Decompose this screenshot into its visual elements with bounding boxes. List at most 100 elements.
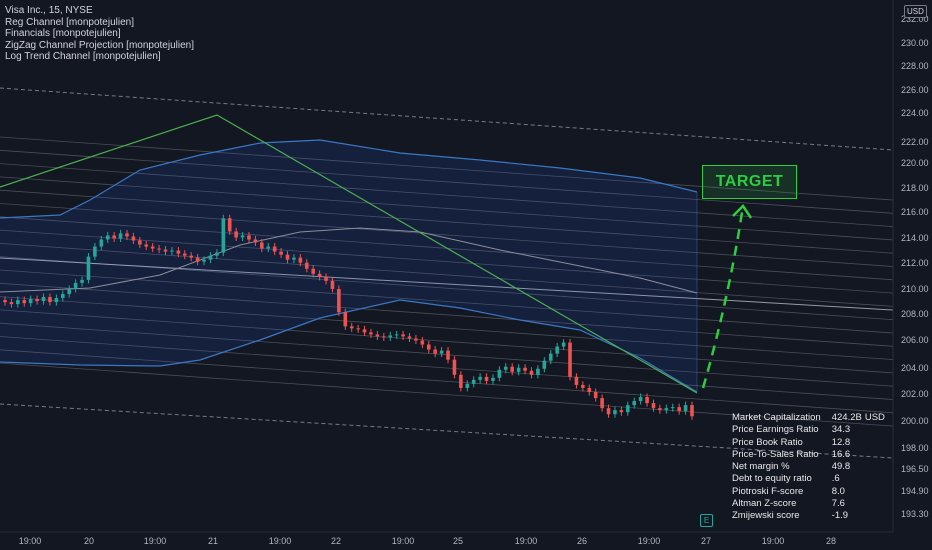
- candle: [606, 404, 611, 418]
- price-tick-label: 200.00: [901, 416, 929, 426]
- candle-body: [48, 297, 52, 303]
- channel-line: [0, 256, 894, 321]
- candle: [619, 406, 624, 416]
- indicator-log-trend[interactable]: Log Trend Channel [monpotejulien]: [5, 51, 161, 62]
- symbol-title[interactable]: Visa Inc., 15, NYSE: [5, 5, 93, 16]
- candle-body: [670, 407, 675, 409]
- candle-body: [99, 239, 104, 247]
- price-tick-label: 224.00: [901, 108, 929, 118]
- candle: [279, 248, 283, 259]
- candle: [362, 325, 367, 336]
- candle-body: [658, 408, 662, 411]
- financial-unit: [865, 473, 888, 485]
- candle-body: [182, 253, 187, 256]
- candle: [324, 273, 328, 285]
- candlesticks[interactable]: [3, 214, 694, 420]
- candle-body: [645, 397, 649, 404]
- candle-body: [202, 259, 206, 262]
- candle-body: [497, 369, 502, 378]
- candle-body: [414, 338, 418, 341]
- candle-body: [600, 398, 604, 409]
- candle: [182, 250, 187, 260]
- candle: [48, 293, 52, 306]
- candle: [208, 252, 213, 264]
- candle-body: [420, 340, 425, 345]
- financial-value: -1.9: [831, 510, 849, 522]
- financials-table: Market Capitalization 424.2B USD Price Earn…: [729, 412, 888, 523]
- financial-row: Piotroski F-score 8.0: [729, 486, 888, 498]
- channel-line: [0, 243, 894, 307]
- candle: [266, 243, 271, 253]
- price-axis[interactable]: 232.00 230.00 228.00 226.00 224.00 222.00 220.…: [892, 0, 929, 532]
- candle-body: [401, 334, 405, 337]
- time-tick-label: 28: [826, 536, 836, 546]
- financial-row: Altman Z-score 7.6: [729, 498, 888, 510]
- candle-body: [638, 397, 643, 402]
- time-tick-label: 19:00: [144, 536, 167, 546]
- candle: [260, 238, 264, 253]
- candle-body: [253, 239, 258, 243]
- candle-body: [208, 255, 213, 260]
- candle: [651, 399, 656, 412]
- candle-body: [683, 405, 688, 412]
- financial-label: Debt to equity ratio: [732, 473, 812, 485]
- candle: [240, 231, 245, 241]
- candle: [484, 373, 489, 385]
- candle: [35, 295, 39, 305]
- candle: [60, 290, 65, 302]
- candle-body: [407, 336, 412, 339]
- time-tick-label: 19:00: [392, 536, 415, 546]
- candle: [317, 270, 322, 281]
- candle-body: [215, 252, 219, 256]
- candle-body: [112, 235, 116, 239]
- candle-body: [41, 297, 46, 302]
- price-tick-label: 196.50: [901, 464, 929, 474]
- channel-upper-dashed: [0, 87, 894, 151]
- candle-body: [510, 366, 515, 372]
- candle-body: [337, 288, 341, 313]
- candle: [118, 229, 123, 243]
- financial-label: Zmijewski score: [732, 510, 800, 522]
- price-tick-label: 212.00: [901, 258, 929, 268]
- candle: [189, 252, 193, 262]
- candle-body: [131, 236, 136, 241]
- financial-label: Price-To-Sales Ratio: [732, 448, 819, 460]
- candle: [292, 254, 296, 264]
- candle-body: [452, 359, 457, 375]
- channel-line: [0, 136, 894, 201]
- candle-body: [394, 334, 399, 336]
- financial-value: 12.8: [831, 436, 851, 448]
- candle: [28, 295, 33, 307]
- price-tick-label: 198.00: [901, 443, 929, 453]
- candle: [414, 334, 418, 345]
- candle-body: [349, 326, 354, 329]
- candle: [600, 394, 604, 412]
- price-tick-label: 232.00: [901, 14, 929, 24]
- earnings-icon[interactable]: E: [700, 514, 713, 527]
- candle: [568, 338, 572, 381]
- candle: [690, 401, 694, 420]
- financial-unit: [865, 424, 888, 436]
- candle-body: [330, 280, 335, 289]
- candle-body: [80, 279, 84, 283]
- candle-body: [439, 350, 444, 354]
- candle: [388, 331, 393, 341]
- candle-body: [105, 235, 110, 240]
- candle-body: [606, 408, 611, 415]
- candle-body: [311, 268, 315, 274]
- zigzag-line: [0, 114, 698, 394]
- candle: [677, 403, 681, 415]
- indicator-zigzag[interactable]: ZigZag Channel Projection [monpotejulien…: [5, 39, 194, 51]
- currency-badge[interactable]: USD: [904, 5, 927, 18]
- time-axis[interactable]: 19:00 20 19:00 21 19:00 22 19:00 25 19:00 26 19:00…: [0, 531, 893, 546]
- candle: [16, 296, 20, 308]
- indicator-reg-channel[interactable]: Reg Channel [monpotejulien]: [5, 16, 134, 28]
- candle: [670, 403, 675, 412]
- candle: [215, 249, 219, 260]
- candle-body: [22, 300, 27, 304]
- price-tick-label: 194.90: [901, 486, 929, 496]
- candle-body: [446, 350, 450, 360]
- candle-body: [690, 405, 694, 417]
- indicator-financials[interactable]: Financials [monpotejulien]: [5, 28, 121, 39]
